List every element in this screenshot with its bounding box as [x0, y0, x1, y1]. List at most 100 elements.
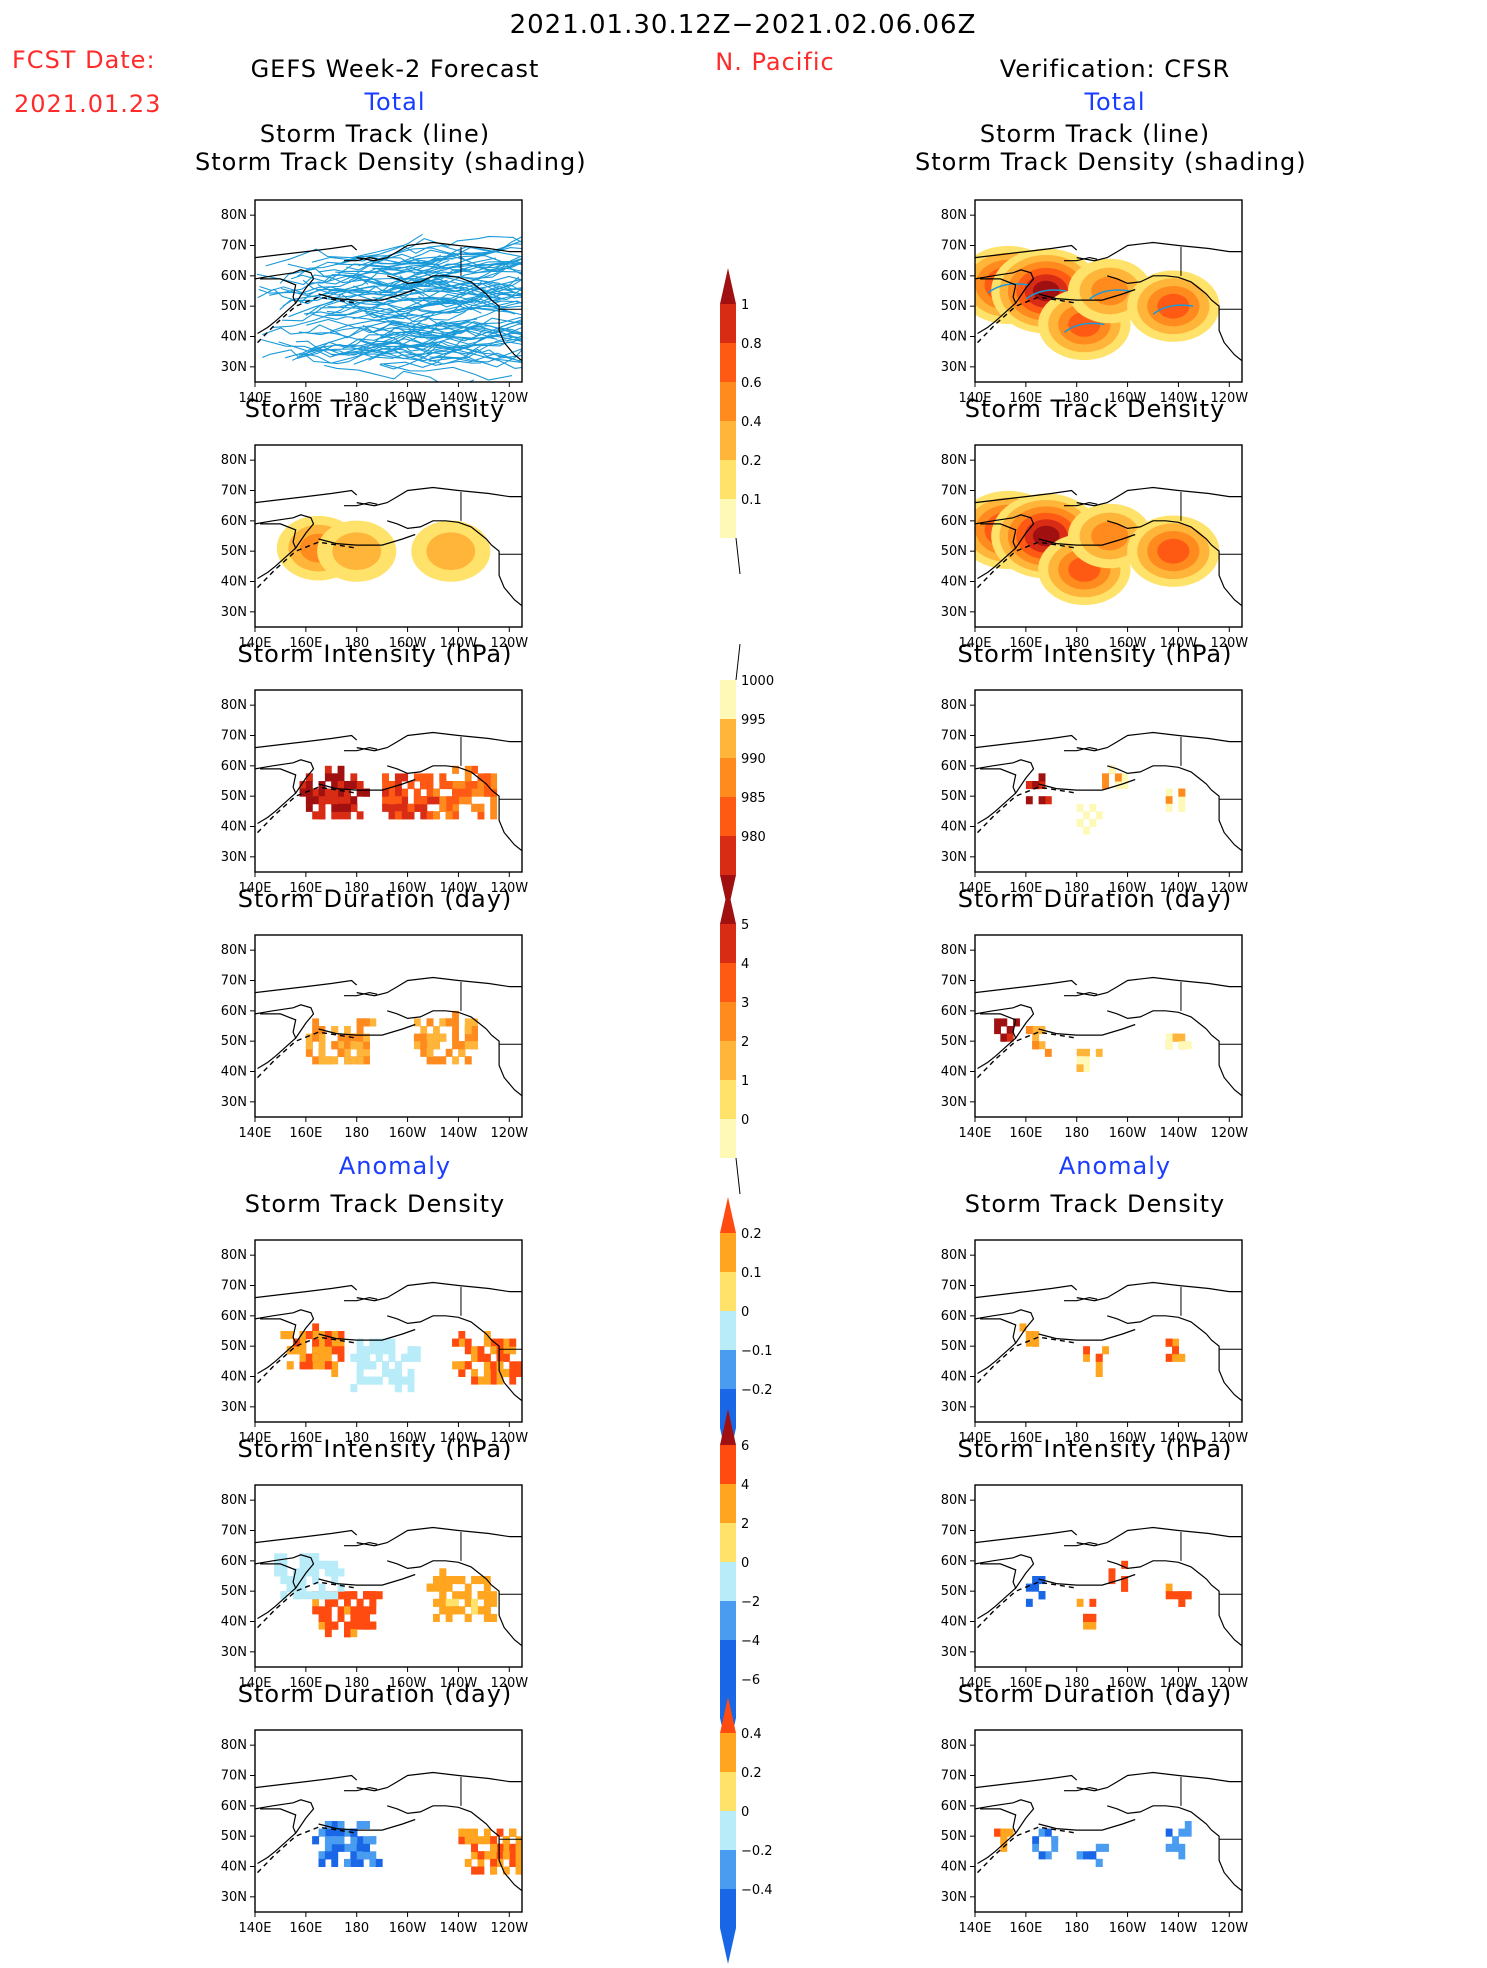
grid-cell: [464, 1836, 472, 1845]
grid-cell: [458, 1338, 466, 1347]
grid-cell: [337, 803, 345, 812]
grid-cell: [369, 1598, 377, 1607]
grid-cell: [496, 1828, 504, 1837]
grid-cell: [509, 1843, 517, 1852]
lat-tick-label: 50N: [221, 1339, 247, 1354]
grid-cell: [331, 1598, 339, 1607]
coastline-1: [255, 1004, 315, 1040]
grid-cell: [401, 811, 409, 820]
grid-cell: [433, 788, 440, 797]
trench-line: [976, 1336, 1077, 1384]
map-frame: [254, 199, 523, 383]
coastline-2: [257, 1342, 297, 1375]
grid-cell: [318, 803, 326, 812]
panel-title: Storm Track (line): [979, 120, 1211, 148]
left-anomaly-label: Anomaly: [338, 1152, 452, 1180]
coastline-3: [1038, 288, 1136, 301]
coastline-6: [1064, 1786, 1098, 1792]
grid-cell: [324, 1346, 332, 1355]
storm-track-line: [299, 263, 522, 304]
grid-cell: [369, 1361, 377, 1370]
coastline-5: [387, 1315, 522, 1402]
map-panel-cfsr_anom_density: Storm Track Density 80N 70N 60N 50N 40N 30N 140…: [915, 1190, 1275, 1452]
storm-track-line: [306, 346, 522, 368]
grid-cell: [433, 1056, 440, 1065]
border-line: [1180, 1777, 1242, 1840]
coastline-4: [1076, 1771, 1242, 1792]
grid-cell: [312, 788, 320, 797]
grid-cell: [502, 1346, 510, 1355]
coastline-0: [975, 244, 1078, 259]
grid-cell: [464, 1858, 472, 1867]
grid-cell: [1032, 1583, 1040, 1592]
grid-cell: [464, 1598, 472, 1607]
grid-cell: [299, 1591, 307, 1600]
grid-cell: [331, 796, 339, 805]
grid-cell: [1172, 1591, 1179, 1600]
grid-cell: [331, 803, 339, 812]
storm-track-line: [292, 338, 431, 365]
grid-cell: [483, 1361, 491, 1370]
lat-tick-label: 60N: [221, 514, 247, 529]
lat-tick-label: 30N: [221, 850, 247, 865]
grid-cell: [407, 1376, 415, 1385]
grid-cell: [496, 1338, 504, 1347]
grid-cell: [388, 1353, 396, 1362]
lon-tick-label: 120W: [1210, 636, 1248, 651]
grid-cell: [458, 1591, 466, 1600]
coastline-3: [318, 778, 416, 791]
coastline-3: [1038, 533, 1136, 546]
map-frame: [254, 934, 523, 1118]
grid-cell: [1172, 1843, 1179, 1852]
grid-cell: [331, 1851, 339, 1860]
coastline-3: [1038, 1573, 1136, 1586]
grid-cell: [439, 1591, 447, 1600]
storm-track-line: [421, 321, 522, 337]
storm-track-line: [352, 300, 502, 320]
grid-cell: [375, 1346, 383, 1355]
grid-cell: [1165, 788, 1173, 797]
period-title: 2021.01.30.12Z−2021.02.06.06Z: [509, 10, 977, 40]
colorbar-label: 2: [741, 1035, 749, 1050]
region-title: N. Pacific: [715, 48, 835, 76]
grid-cell: [312, 1576, 320, 1585]
grid-cell: [471, 1041, 478, 1050]
colorbar-segment: [720, 1484, 736, 1523]
grid-cell: [356, 1346, 364, 1355]
grid-cell: [445, 781, 453, 790]
grid-cell: [1184, 1828, 1192, 1837]
grid-cell: [1076, 818, 1084, 827]
grid-cell: [509, 1851, 517, 1860]
grid-cell: [350, 1858, 358, 1867]
colorbar-label: 0.1: [741, 1266, 762, 1281]
colorbar-tail: [735, 1157, 741, 1195]
grid-cell: [477, 781, 485, 790]
lat-tick-label: 30N: [941, 1890, 967, 1905]
grid-cell: [305, 1560, 313, 1569]
colorbar-label: 0.6: [741, 376, 762, 391]
grid-cell: [299, 1553, 307, 1562]
colorbar-arrow: [720, 1197, 736, 1233]
colorbar-arrow: [720, 1409, 736, 1445]
lon-tick-label: 180: [344, 1676, 369, 1691]
lat-tick-label: 60N: [941, 1554, 967, 1569]
grid-cell: [490, 788, 498, 797]
grid-cell: [452, 1338, 459, 1347]
map-frame: [254, 689, 523, 873]
colorbar-segment: [720, 1523, 736, 1562]
grid-cell: [318, 1041, 326, 1050]
grid-cell: [994, 1828, 1001, 1837]
grid-cell: [305, 803, 313, 812]
grid-cell: [350, 1041, 358, 1050]
grid-cell: [369, 1621, 377, 1630]
grid-cell: [1038, 1828, 1046, 1837]
grid-cell: [369, 1606, 377, 1615]
lon-tick-label: 160E: [289, 881, 322, 896]
colorbar-segment: [720, 1772, 736, 1811]
map-frame: [254, 444, 523, 628]
lat-tick-label: 30N: [221, 1095, 247, 1110]
grid-cell: [369, 1018, 377, 1027]
grid-cell: [312, 1056, 320, 1065]
border-line: [1180, 492, 1242, 555]
coastline-6: [344, 991, 378, 997]
